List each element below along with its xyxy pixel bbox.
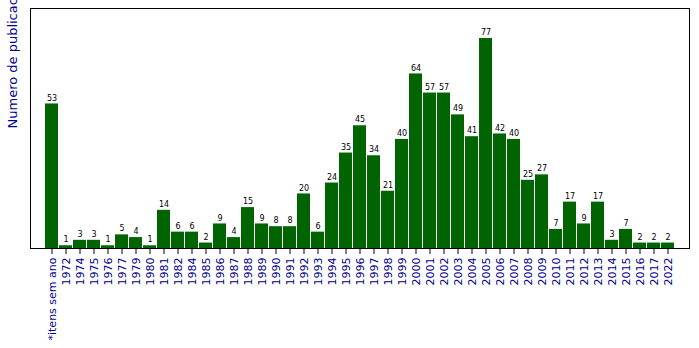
- svg-text:1980: 1980: [144, 258, 157, 286]
- svg-text:3: 3: [91, 230, 96, 239]
- svg-text:1977: 1977: [116, 258, 129, 286]
- svg-text:9: 9: [581, 214, 586, 223]
- svg-text:*itens sem ano: *itens sem ano: [46, 257, 59, 340]
- svg-text:1998: 1998: [382, 258, 395, 286]
- svg-text:64: 64: [411, 64, 421, 73]
- svg-text:1: 1: [105, 235, 110, 244]
- svg-text:2009: 2009: [536, 258, 549, 286]
- svg-text:21: 21: [383, 181, 393, 190]
- svg-text:17: 17: [593, 192, 603, 201]
- svg-text:20: 20: [299, 184, 309, 193]
- svg-text:2001: 2001: [424, 258, 437, 286]
- svg-text:35: 35: [341, 143, 351, 152]
- svg-text:1987: 1987: [228, 258, 241, 286]
- svg-text:6: 6: [189, 222, 194, 231]
- svg-text:8: 8: [273, 216, 278, 225]
- svg-text:53: 53: [47, 94, 57, 103]
- svg-text:2: 2: [651, 233, 656, 242]
- svg-text:1: 1: [63, 235, 68, 244]
- svg-text:1992: 1992: [298, 258, 311, 286]
- svg-text:1975: 1975: [88, 258, 101, 286]
- svg-text:1999: 1999: [396, 258, 409, 286]
- svg-text:45: 45: [355, 115, 365, 124]
- svg-text:1985: 1985: [200, 258, 213, 286]
- svg-text:34: 34: [369, 145, 379, 154]
- svg-text:1976: 1976: [102, 258, 115, 286]
- svg-text:2005: 2005: [480, 258, 493, 286]
- svg-text:2: 2: [665, 233, 670, 242]
- svg-text:1995: 1995: [340, 258, 353, 286]
- svg-text:8: 8: [287, 216, 292, 225]
- svg-text:4: 4: [133, 227, 138, 236]
- svg-text:3: 3: [77, 230, 82, 239]
- svg-text:1974: 1974: [74, 258, 87, 286]
- svg-text:9: 9: [217, 214, 222, 223]
- svg-text:2006: 2006: [494, 258, 507, 286]
- svg-text:9: 9: [259, 214, 264, 223]
- svg-text:2: 2: [637, 233, 642, 242]
- svg-text:1972: 1972: [60, 258, 73, 286]
- svg-text:2007: 2007: [508, 258, 521, 286]
- svg-text:3: 3: [609, 230, 614, 239]
- svg-text:40: 40: [397, 129, 407, 138]
- svg-text:15: 15: [243, 197, 253, 206]
- svg-text:2010: 2010: [550, 258, 563, 286]
- svg-text:4: 4: [231, 227, 236, 236]
- svg-text:7: 7: [553, 219, 558, 228]
- svg-text:1986: 1986: [214, 258, 227, 286]
- svg-text:2016: 2016: [634, 258, 647, 286]
- svg-text:7: 7: [623, 219, 628, 228]
- svg-text:41: 41: [467, 126, 477, 135]
- svg-text:24: 24: [327, 173, 337, 182]
- svg-text:40: 40: [509, 129, 519, 138]
- svg-text:57: 57: [425, 83, 435, 92]
- svg-text:2015: 2015: [620, 258, 633, 286]
- svg-text:1979: 1979: [130, 258, 143, 286]
- svg-text:1981: 1981: [158, 258, 171, 286]
- svg-text:25: 25: [523, 170, 533, 179]
- svg-text:1984: 1984: [186, 258, 199, 286]
- svg-text:77: 77: [481, 28, 491, 37]
- svg-text:2008: 2008: [522, 258, 535, 286]
- svg-text:Numero de publicacoes: Numero de publicacoes: [5, 0, 20, 129]
- svg-text:42: 42: [495, 124, 505, 133]
- svg-text:6: 6: [175, 222, 180, 231]
- svg-text:1988: 1988: [242, 258, 255, 286]
- svg-text:1994: 1994: [326, 258, 339, 286]
- svg-text:49: 49: [453, 104, 463, 113]
- svg-text:2012: 2012: [578, 258, 591, 286]
- svg-text:6: 6: [315, 222, 320, 231]
- svg-text:27: 27: [537, 164, 547, 173]
- svg-text:2017: 2017: [648, 258, 661, 286]
- svg-text:2002: 2002: [438, 258, 451, 286]
- svg-text:2011: 2011: [564, 258, 577, 286]
- svg-text:1997: 1997: [368, 258, 381, 286]
- svg-text:1990: 1990: [270, 258, 283, 286]
- svg-text:57: 57: [439, 83, 449, 92]
- svg-text:14: 14: [159, 200, 169, 209]
- svg-text:2013: 2013: [592, 258, 605, 286]
- svg-text:2: 2: [203, 233, 208, 242]
- svg-text:1989: 1989: [256, 258, 269, 286]
- svg-text:1982: 1982: [172, 258, 185, 286]
- svg-text:2000: 2000: [410, 258, 423, 286]
- svg-text:1996: 1996: [354, 258, 367, 286]
- svg-text:2014: 2014: [606, 258, 619, 286]
- svg-text:2003: 2003: [452, 258, 465, 286]
- svg-text:1991: 1991: [284, 258, 297, 286]
- svg-text:1: 1: [147, 235, 152, 244]
- svg-text:2004: 2004: [466, 258, 479, 286]
- svg-text:1993: 1993: [312, 258, 325, 286]
- svg-text:17: 17: [565, 192, 575, 201]
- svg-text:2022: 2022: [662, 258, 675, 286]
- svg-text:5: 5: [119, 224, 124, 233]
